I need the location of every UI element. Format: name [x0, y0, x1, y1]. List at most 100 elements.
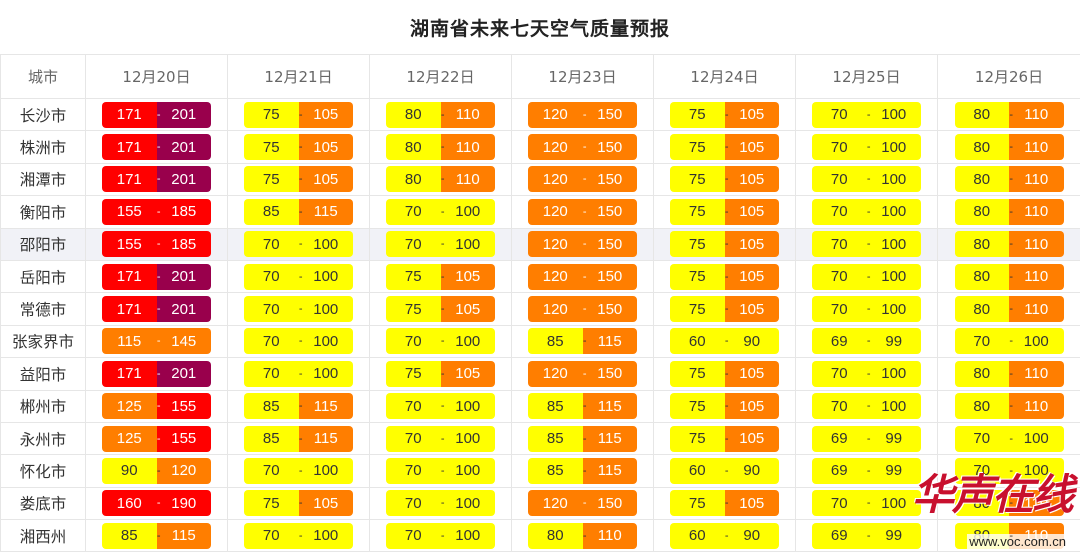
aqi-range-pill: 70 -100	[386, 457, 495, 484]
aqi-high-value: 150	[597, 203, 623, 221]
forecast-cell: 75 -105	[653, 227, 796, 261]
aqi-low-value: 70	[404, 494, 422, 512]
aqi-high-value: 105	[739, 494, 765, 512]
aqi-range-pill: 70 -100	[812, 166, 921, 193]
aqi-low-value: 160	[116, 494, 142, 512]
aqi-high-value: 100	[881, 494, 907, 512]
range-dash: -	[1009, 238, 1013, 251]
range-dash: -	[440, 270, 445, 283]
aqi-high-value: 201	[171, 268, 197, 286]
aqi-low-value: 171	[116, 138, 142, 156]
aqi-high-value: 105	[739, 106, 765, 124]
aqi-low-value: 80	[973, 235, 991, 253]
range-dash: -	[156, 335, 161, 348]
range-dash: -	[582, 367, 587, 380]
aqi-range-pill: 171 -201	[102, 166, 211, 193]
range-dash: -	[1009, 303, 1013, 316]
forecast-cell: 80 -110	[369, 130, 512, 164]
aqi-range-pill: 155 -185	[102, 231, 211, 258]
aqi-range-pill: 90 -120	[102, 457, 211, 484]
range-dash: -	[156, 367, 161, 380]
aqi-high-value: 105	[739, 203, 765, 221]
aqi-low-value: 85	[546, 397, 564, 415]
aqi-high-value: 100	[455, 332, 481, 350]
aqi-low-value: 120	[542, 106, 568, 124]
aqi-high-value: 99	[885, 462, 903, 480]
aqi-high-value: 100	[881, 268, 907, 286]
aqi-low-value: 60	[688, 527, 706, 545]
aqi-low-value: 80	[973, 397, 991, 415]
forecast-cell: 70 -100	[227, 227, 370, 261]
range-dash: -	[440, 400, 445, 413]
aqi-high-value: 100	[455, 527, 481, 545]
forecast-cell: 70 -100	[795, 130, 938, 164]
aqi-high-value: 115	[597, 332, 622, 350]
aqi-range-pill: 85 -115	[244, 393, 353, 420]
range-dash: -	[156, 205, 161, 218]
aqi-low-value: 69	[830, 430, 848, 448]
city-name: 湘西州	[0, 519, 86, 553]
aqi-range-pill: 85 -115	[102, 522, 211, 549]
aqi-range-pill: 70 -100	[244, 360, 353, 387]
forecast-cell: 69 - 99	[795, 519, 938, 553]
forecast-cell: 120 -150	[511, 259, 654, 294]
range-dash: -	[582, 173, 587, 186]
table-header-row: 城市 12月20日 12月21日 12月22日 12月23日 12月24日 12…	[0, 54, 1080, 99]
range-dash: -	[866, 464, 871, 477]
aqi-low-value: 70	[973, 332, 991, 350]
forecast-cell: 80 -110	[937, 227, 1080, 261]
aqi-high-value: 100	[313, 365, 339, 383]
aqi-low-value: 69	[830, 332, 848, 350]
aqi-low-value: 75	[688, 203, 706, 221]
aqi-high-value: 150	[597, 494, 623, 512]
range-dash: -	[298, 400, 303, 413]
aqi-range-pill: 70 -100	[954, 328, 1064, 355]
aqi-high-value: 155	[171, 430, 197, 448]
aqi-range-pill: 70 -100	[386, 198, 495, 225]
aqi-high-value: 100	[313, 300, 339, 318]
aqi-high-value: 100	[881, 138, 907, 156]
forecast-cell: 69 - 99	[795, 454, 938, 488]
range-dash: -	[724, 432, 729, 445]
aqi-high-value: 201	[171, 365, 197, 383]
forecast-cell: 160 -190	[85, 486, 228, 521]
forecast-cell: 75 -105	[653, 162, 796, 197]
aqi-high-value: 150	[597, 170, 623, 188]
aqi-low-value: 85	[262, 397, 280, 415]
aqi-low-value: 75	[688, 397, 706, 415]
aqi-low-value: 70	[262, 462, 280, 480]
forecast-cell: 70 -100	[227, 454, 370, 488]
aqi-low-value: 120	[542, 170, 568, 188]
aqi-range-pill: 60 - 90	[670, 522, 779, 549]
aqi-high-value: 110	[1024, 106, 1049, 124]
aqi-range-pill: 80 -110	[954, 263, 1064, 290]
forecast-cell: 75 -105	[369, 357, 512, 391]
range-dash: -	[156, 108, 161, 121]
aqi-range-pill: 80 -110	[528, 522, 637, 549]
range-dash: -	[724, 173, 729, 186]
forecast-cell: 75 -105	[653, 486, 796, 521]
aqi-high-value: 100	[313, 268, 339, 286]
aqi-high-value: 100	[881, 170, 907, 188]
aqi-range-pill: 70 -100	[244, 328, 353, 355]
aqi-low-value: 70	[262, 365, 280, 383]
forecast-cell: 75 -105	[227, 486, 370, 521]
aqi-high-value: 90	[743, 462, 761, 480]
aqi-high-value: 100	[1023, 430, 1049, 448]
forecast-cell: 70 -100	[795, 195, 938, 229]
date-column-header: 12月24日	[653, 54, 796, 99]
aqi-range-pill: 75 -105	[670, 263, 779, 290]
range-dash: -	[582, 497, 587, 510]
aqi-low-value: 75	[688, 268, 706, 286]
range-dash: -	[440, 367, 445, 380]
forecast-cell: 70 -100	[227, 357, 370, 391]
aqi-range-pill: 171 -201	[102, 263, 211, 290]
range-dash: -	[866, 173, 871, 186]
table-row: 永州市 125-155 85-115 70-100 85-115 75-105 69-99 7…	[0, 421, 1080, 456]
forecast-cell: 75 -105	[369, 292, 512, 326]
forecast-cell: 75 -105	[653, 421, 796, 456]
date-column-header: 12月22日	[369, 54, 512, 99]
range-dash: -	[724, 464, 729, 477]
page-title: 湖南省未来七天空气质量预报	[409, 17, 670, 40]
aqi-low-value: 75	[262, 106, 280, 124]
